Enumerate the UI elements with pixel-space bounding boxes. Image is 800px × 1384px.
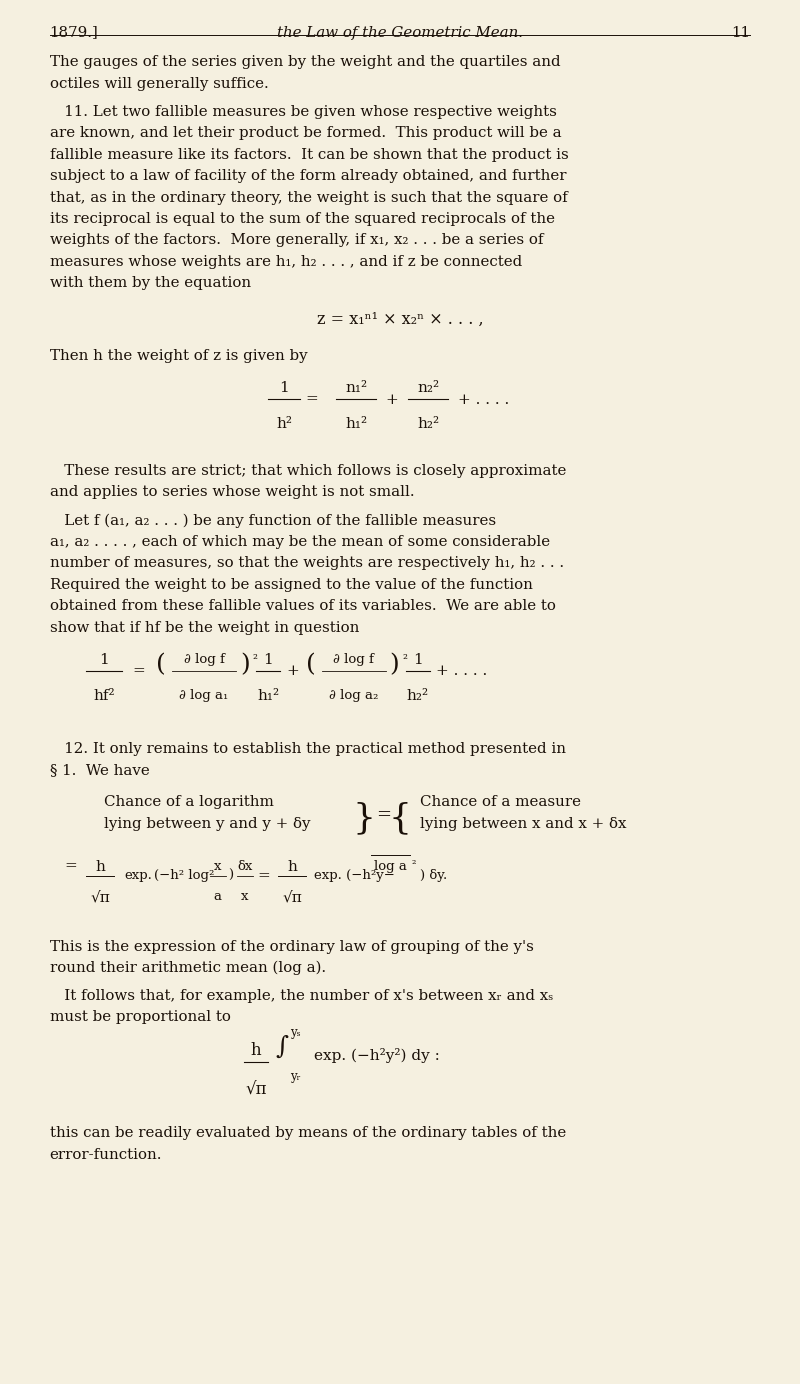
Text: =: =	[64, 859, 77, 873]
Text: =: =	[377, 805, 391, 823]
Text: +: +	[386, 393, 398, 407]
Text: yₛ: yₛ	[290, 1026, 301, 1039]
Text: ∂ log a₁: ∂ log a₁	[179, 689, 229, 702]
Text: must be proportional to: must be proportional to	[50, 1010, 230, 1024]
Text: This is the expression of the ordinary law of grouping of the y's: This is the expression of the ordinary l…	[50, 940, 534, 954]
Text: fallible measure like its factors.  It can be shown that the product is: fallible measure like its factors. It ca…	[50, 148, 568, 162]
Text: ∂ log f: ∂ log f	[333, 653, 374, 666]
Text: hf²: hf²	[93, 689, 115, 703]
Text: lying between x and x + δx: lying between x and x + δx	[420, 817, 626, 830]
Text: lying between y and y + δy: lying between y and y + δy	[104, 817, 310, 830]
Text: n₁²: n₁²	[345, 382, 367, 396]
Text: Chance of a logarithm: Chance of a logarithm	[104, 796, 274, 810]
Text: + . . . .: + . . . .	[458, 393, 509, 407]
Text: x: x	[241, 890, 249, 902]
Text: ∂ log f: ∂ log f	[183, 653, 225, 666]
Text: ²: ²	[253, 653, 258, 666]
Text: ∂ log a₂: ∂ log a₂	[329, 689, 378, 702]
Text: ): )	[390, 653, 399, 675]
Text: log a: log a	[374, 859, 407, 872]
Text: It follows that, for example, the number of x's between xᵣ and xₛ: It follows that, for example, the number…	[50, 988, 553, 1003]
Text: ²: ²	[411, 859, 416, 869]
Text: The gauges of the series given by the weight and the quartiles and: The gauges of the series given by the we…	[50, 55, 560, 69]
Text: (: (	[156, 653, 166, 675]
Text: =: =	[258, 869, 270, 883]
Text: Chance of a measure: Chance of a measure	[420, 796, 581, 810]
Text: and applies to series whose weight is not small.: and applies to series whose weight is no…	[50, 486, 414, 500]
Text: ): )	[240, 653, 250, 675]
Text: exp. (−h²y−: exp. (−h²y−	[314, 869, 394, 882]
Text: exp.: exp.	[124, 869, 152, 882]
Text: a: a	[214, 890, 222, 902]
Text: its reciprocal is equal to the sum of the squared reciprocals of the: its reciprocal is equal to the sum of th…	[50, 212, 554, 226]
Text: this can be readily evaluated by means of the ordinary tables of the: this can be readily evaluated by means o…	[50, 1127, 566, 1140]
Text: obtained from these fallible values of its variables.  We are able to: obtained from these fallible values of i…	[50, 599, 555, 613]
Text: 12. It only remains to establish the practical method presented in: 12. It only remains to establish the pra…	[50, 742, 566, 756]
Text: yᵣ: yᵣ	[290, 1070, 301, 1084]
Text: √π: √π	[90, 890, 110, 904]
Text: h: h	[287, 859, 297, 873]
Text: Required the weight to be assigned to the value of the function: Required the weight to be assigned to th…	[50, 577, 533, 592]
Text: octiles will generally suffice.: octiles will generally suffice.	[50, 76, 268, 91]
Text: n₂²: n₂²	[417, 382, 439, 396]
Text: § 1.  We have: § 1. We have	[50, 763, 150, 776]
Text: x: x	[214, 859, 222, 872]
Text: {: {	[389, 801, 411, 836]
Text: 1: 1	[279, 382, 289, 396]
Text: that, as in the ordinary theory, the weight is such that the square of: that, as in the ordinary theory, the wei…	[50, 191, 567, 205]
Text: h²: h²	[276, 418, 292, 432]
Text: are known, and let their product be formed.  This product will be a: are known, and let their product be form…	[50, 126, 562, 140]
Text: ²: ²	[402, 653, 407, 666]
Text: a₁, a₂ . . . . , each of which may be the mean of some considerable: a₁, a₂ . . . . , each of which may be th…	[50, 534, 550, 549]
Text: z = x₁ⁿ¹ × x₂ⁿ × . . . ,: z = x₁ⁿ¹ × x₂ⁿ × . . . ,	[317, 310, 483, 328]
Text: error-function.: error-function.	[50, 1147, 162, 1161]
Text: + . . . .: + . . . .	[436, 664, 487, 678]
Text: round their arithmetic mean (log a).: round their arithmetic mean (log a).	[50, 960, 326, 976]
Text: h: h	[95, 859, 105, 873]
Text: show that if hf be the weight in question: show that if hf be the weight in questio…	[50, 620, 359, 635]
Text: }: }	[353, 801, 375, 836]
Text: with them by the equation: with them by the equation	[50, 277, 250, 291]
Text: h₂²: h₂²	[406, 689, 429, 703]
Text: ): )	[228, 869, 233, 882]
Text: the Law of the Geometric Mean.: the Law of the Geometric Mean.	[277, 26, 523, 40]
Text: 11. Let two fallible measures be given whose respective weights: 11. Let two fallible measures be given w…	[50, 105, 557, 119]
Text: 1: 1	[99, 653, 109, 667]
Text: 11: 11	[731, 26, 750, 40]
Text: subject to a law of facility of the form already obtained, and further: subject to a law of facility of the form…	[50, 169, 566, 183]
Text: (−h² log²: (−h² log²	[154, 869, 214, 882]
Text: +: +	[286, 664, 299, 678]
Text: √π: √π	[246, 1081, 266, 1099]
Text: number of measures, so that the weights are respectively h₁, h₂ . . .: number of measures, so that the weights …	[50, 556, 564, 570]
Text: h₁²: h₁²	[345, 418, 367, 432]
Text: ) δy.: ) δy.	[420, 869, 447, 882]
Text: ∫: ∫	[275, 1035, 288, 1059]
Text: =: =	[132, 664, 145, 678]
Text: Then h the weight of z is given by: Then h the weight of z is given by	[50, 349, 307, 363]
Text: weights of the factors.  More generally, if x₁, x₂ . . . be a series of: weights of the factors. More generally, …	[50, 234, 543, 248]
Text: 1: 1	[263, 653, 273, 667]
Text: δx: δx	[237, 859, 253, 872]
Text: h₁²: h₁²	[257, 689, 279, 703]
Text: (: (	[306, 653, 315, 675]
Text: These results are strict; that which follows is closely approximate: These results are strict; that which fol…	[50, 464, 566, 477]
Text: 1: 1	[413, 653, 422, 667]
Text: measures whose weights are h₁, h₂ . . . , and if z be connected: measures whose weights are h₁, h₂ . . . …	[50, 255, 522, 268]
Text: =: =	[306, 393, 318, 407]
Text: exp. (−h²y²) dy :: exp. (−h²y²) dy :	[314, 1048, 439, 1063]
Text: 1879.]: 1879.]	[50, 26, 98, 40]
Text: h₂²: h₂²	[417, 418, 439, 432]
Text: Let f (a₁, a₂ . . . ) be any function of the fallible measures: Let f (a₁, a₂ . . . ) be any function of…	[50, 513, 496, 527]
Text: h: h	[250, 1042, 262, 1060]
Text: √π: √π	[282, 890, 302, 904]
